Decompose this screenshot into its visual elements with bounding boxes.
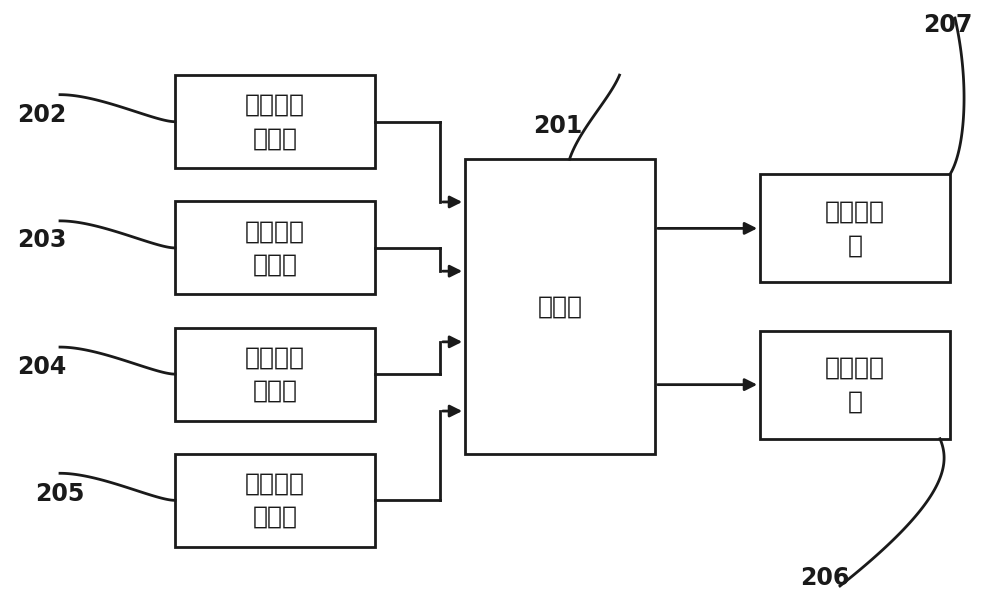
Text: 驱动压力
传感器: 驱动压力 传感器 bbox=[245, 219, 305, 276]
Text: 205: 205 bbox=[35, 482, 85, 506]
Text: 202: 202 bbox=[17, 103, 67, 127]
Text: 201: 201 bbox=[533, 114, 583, 138]
Text: 马达转速
传感器: 马达转速 传感器 bbox=[245, 93, 305, 150]
Bar bbox=[175, 201, 375, 294]
Bar bbox=[175, 75, 375, 168]
Text: 206: 206 bbox=[800, 566, 850, 590]
Bar bbox=[175, 328, 375, 421]
Bar bbox=[465, 159, 655, 454]
Text: 控制器: 控制器 bbox=[538, 294, 582, 319]
Bar bbox=[760, 331, 950, 439]
Text: 马达电磁
阀: 马达电磁 阀 bbox=[825, 200, 885, 257]
Bar bbox=[175, 454, 375, 547]
Text: 207: 207 bbox=[923, 13, 973, 37]
Bar bbox=[760, 174, 950, 282]
Text: 悬挂压力
传感器: 悬挂压力 传感器 bbox=[245, 346, 305, 403]
Text: 悬挂行程
传感器: 悬挂行程 传感器 bbox=[245, 472, 305, 529]
Text: 204: 204 bbox=[17, 355, 67, 379]
Text: 合流电磁
阀: 合流电磁 阀 bbox=[825, 356, 885, 413]
Text: 203: 203 bbox=[17, 228, 67, 252]
